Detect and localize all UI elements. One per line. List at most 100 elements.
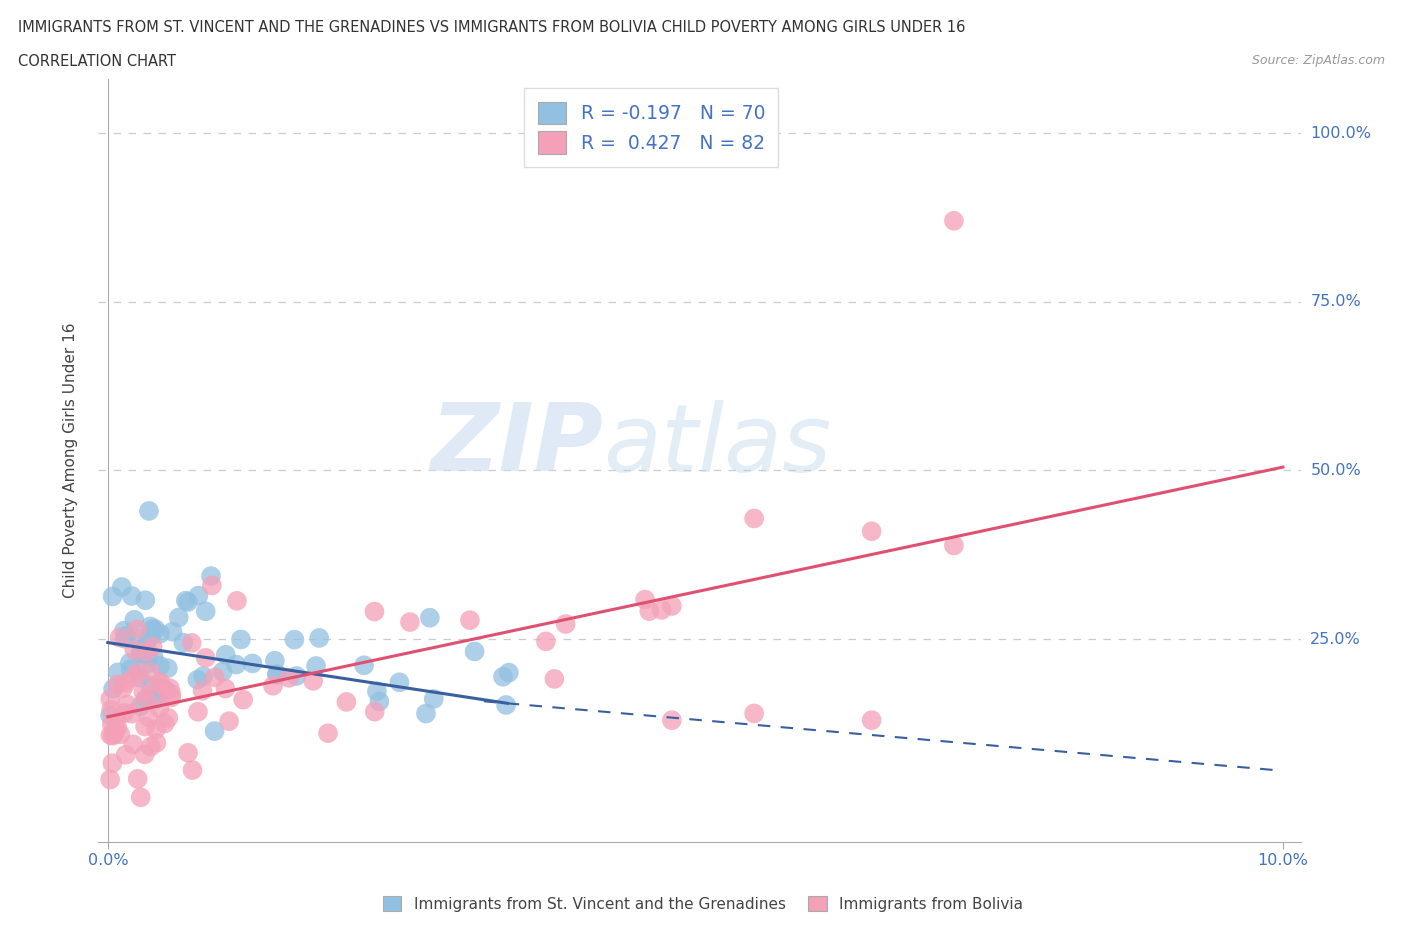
Point <box>368 694 391 709</box>
Point <box>108 631 131 645</box>
Point <box>141 629 163 644</box>
Point <box>187 704 209 719</box>
Point <box>187 588 209 603</box>
Point <box>160 690 183 705</box>
Point <box>138 650 160 665</box>
Point <box>388 675 411 690</box>
Point <box>135 644 157 659</box>
Text: 75.0%: 75.0% <box>1310 294 1361 310</box>
Point <box>112 623 135 638</box>
Point <box>101 756 124 771</box>
Point <box>177 745 200 760</box>
Text: 50.0%: 50.0% <box>1310 463 1361 478</box>
Point <box>191 684 214 698</box>
Point <box>232 692 254 707</box>
Point <box>141 621 163 636</box>
Point <box>129 790 152 804</box>
Point <box>149 626 172 641</box>
Point <box>661 712 683 727</box>
Point <box>242 656 264 671</box>
Point <box>129 698 152 713</box>
Point <box>117 697 139 711</box>
Point <box>942 538 965 553</box>
Point <box>115 675 138 690</box>
Point <box>120 662 142 677</box>
Point <box>225 593 247 608</box>
Point <box>156 661 179 676</box>
Point <box>98 708 121 723</box>
Point <box>285 669 308 684</box>
Point <box>492 670 515 684</box>
Point <box>121 589 143 604</box>
Point <box>162 624 184 639</box>
Text: ZIP: ZIP <box>430 399 603 491</box>
Point <box>122 671 145 685</box>
Point <box>186 672 208 687</box>
Point <box>100 702 122 717</box>
Point <box>136 635 159 650</box>
Point <box>100 727 122 742</box>
Point <box>127 665 149 680</box>
Point <box>742 511 765 525</box>
Point <box>101 589 124 604</box>
Point <box>134 747 156 762</box>
Point <box>638 604 661 618</box>
Point <box>458 613 481 628</box>
Point <box>498 665 520 680</box>
Point <box>98 691 121 706</box>
Point <box>153 716 176 731</box>
Text: atlas: atlas <box>603 400 831 491</box>
Point <box>419 610 441 625</box>
Point <box>177 594 200 609</box>
Point <box>201 578 224 593</box>
Point <box>194 604 217 618</box>
Point <box>422 692 444 707</box>
Point <box>118 656 141 671</box>
Point <box>139 665 162 680</box>
Y-axis label: Child Poverty Among Girls Under 16: Child Poverty Among Girls Under 16 <box>63 323 77 598</box>
Point <box>110 727 132 742</box>
Point <box>122 737 145 751</box>
Point <box>100 717 122 732</box>
Point <box>149 675 172 690</box>
Point <box>134 719 156 734</box>
Point <box>105 712 128 727</box>
Point <box>218 713 240 728</box>
Text: 25.0%: 25.0% <box>1310 631 1361 646</box>
Point <box>211 664 233 679</box>
Point <box>153 682 176 697</box>
Point <box>111 579 134 594</box>
Point <box>145 691 167 706</box>
Point <box>148 676 170 691</box>
Point <box>181 763 204 777</box>
Point <box>651 603 673 618</box>
Point <box>135 657 157 671</box>
Point <box>125 622 148 637</box>
Point <box>107 677 129 692</box>
Point <box>305 658 328 673</box>
Point <box>543 671 565 686</box>
Legend: Immigrants from St. Vincent and the Grenadines, Immigrants from Bolivia: Immigrants from St. Vincent and the Gren… <box>377 889 1029 918</box>
Point <box>174 593 197 608</box>
Point <box>148 700 170 715</box>
Point <box>157 711 180 725</box>
Point <box>200 568 222 583</box>
Point <box>942 213 965 228</box>
Point <box>262 678 284 693</box>
Point <box>554 617 576 631</box>
Point <box>124 612 146 627</box>
Point <box>145 621 167 636</box>
Point <box>225 658 247 672</box>
Point <box>146 691 169 706</box>
Point <box>229 632 252 647</box>
Point <box>204 670 226 684</box>
Point <box>194 650 217 665</box>
Point <box>145 736 167 751</box>
Point <box>138 710 160 724</box>
Point <box>167 610 190 625</box>
Point <box>316 725 339 740</box>
Point <box>135 692 157 707</box>
Point <box>149 658 172 673</box>
Point <box>266 668 288 683</box>
Point <box>172 635 194 650</box>
